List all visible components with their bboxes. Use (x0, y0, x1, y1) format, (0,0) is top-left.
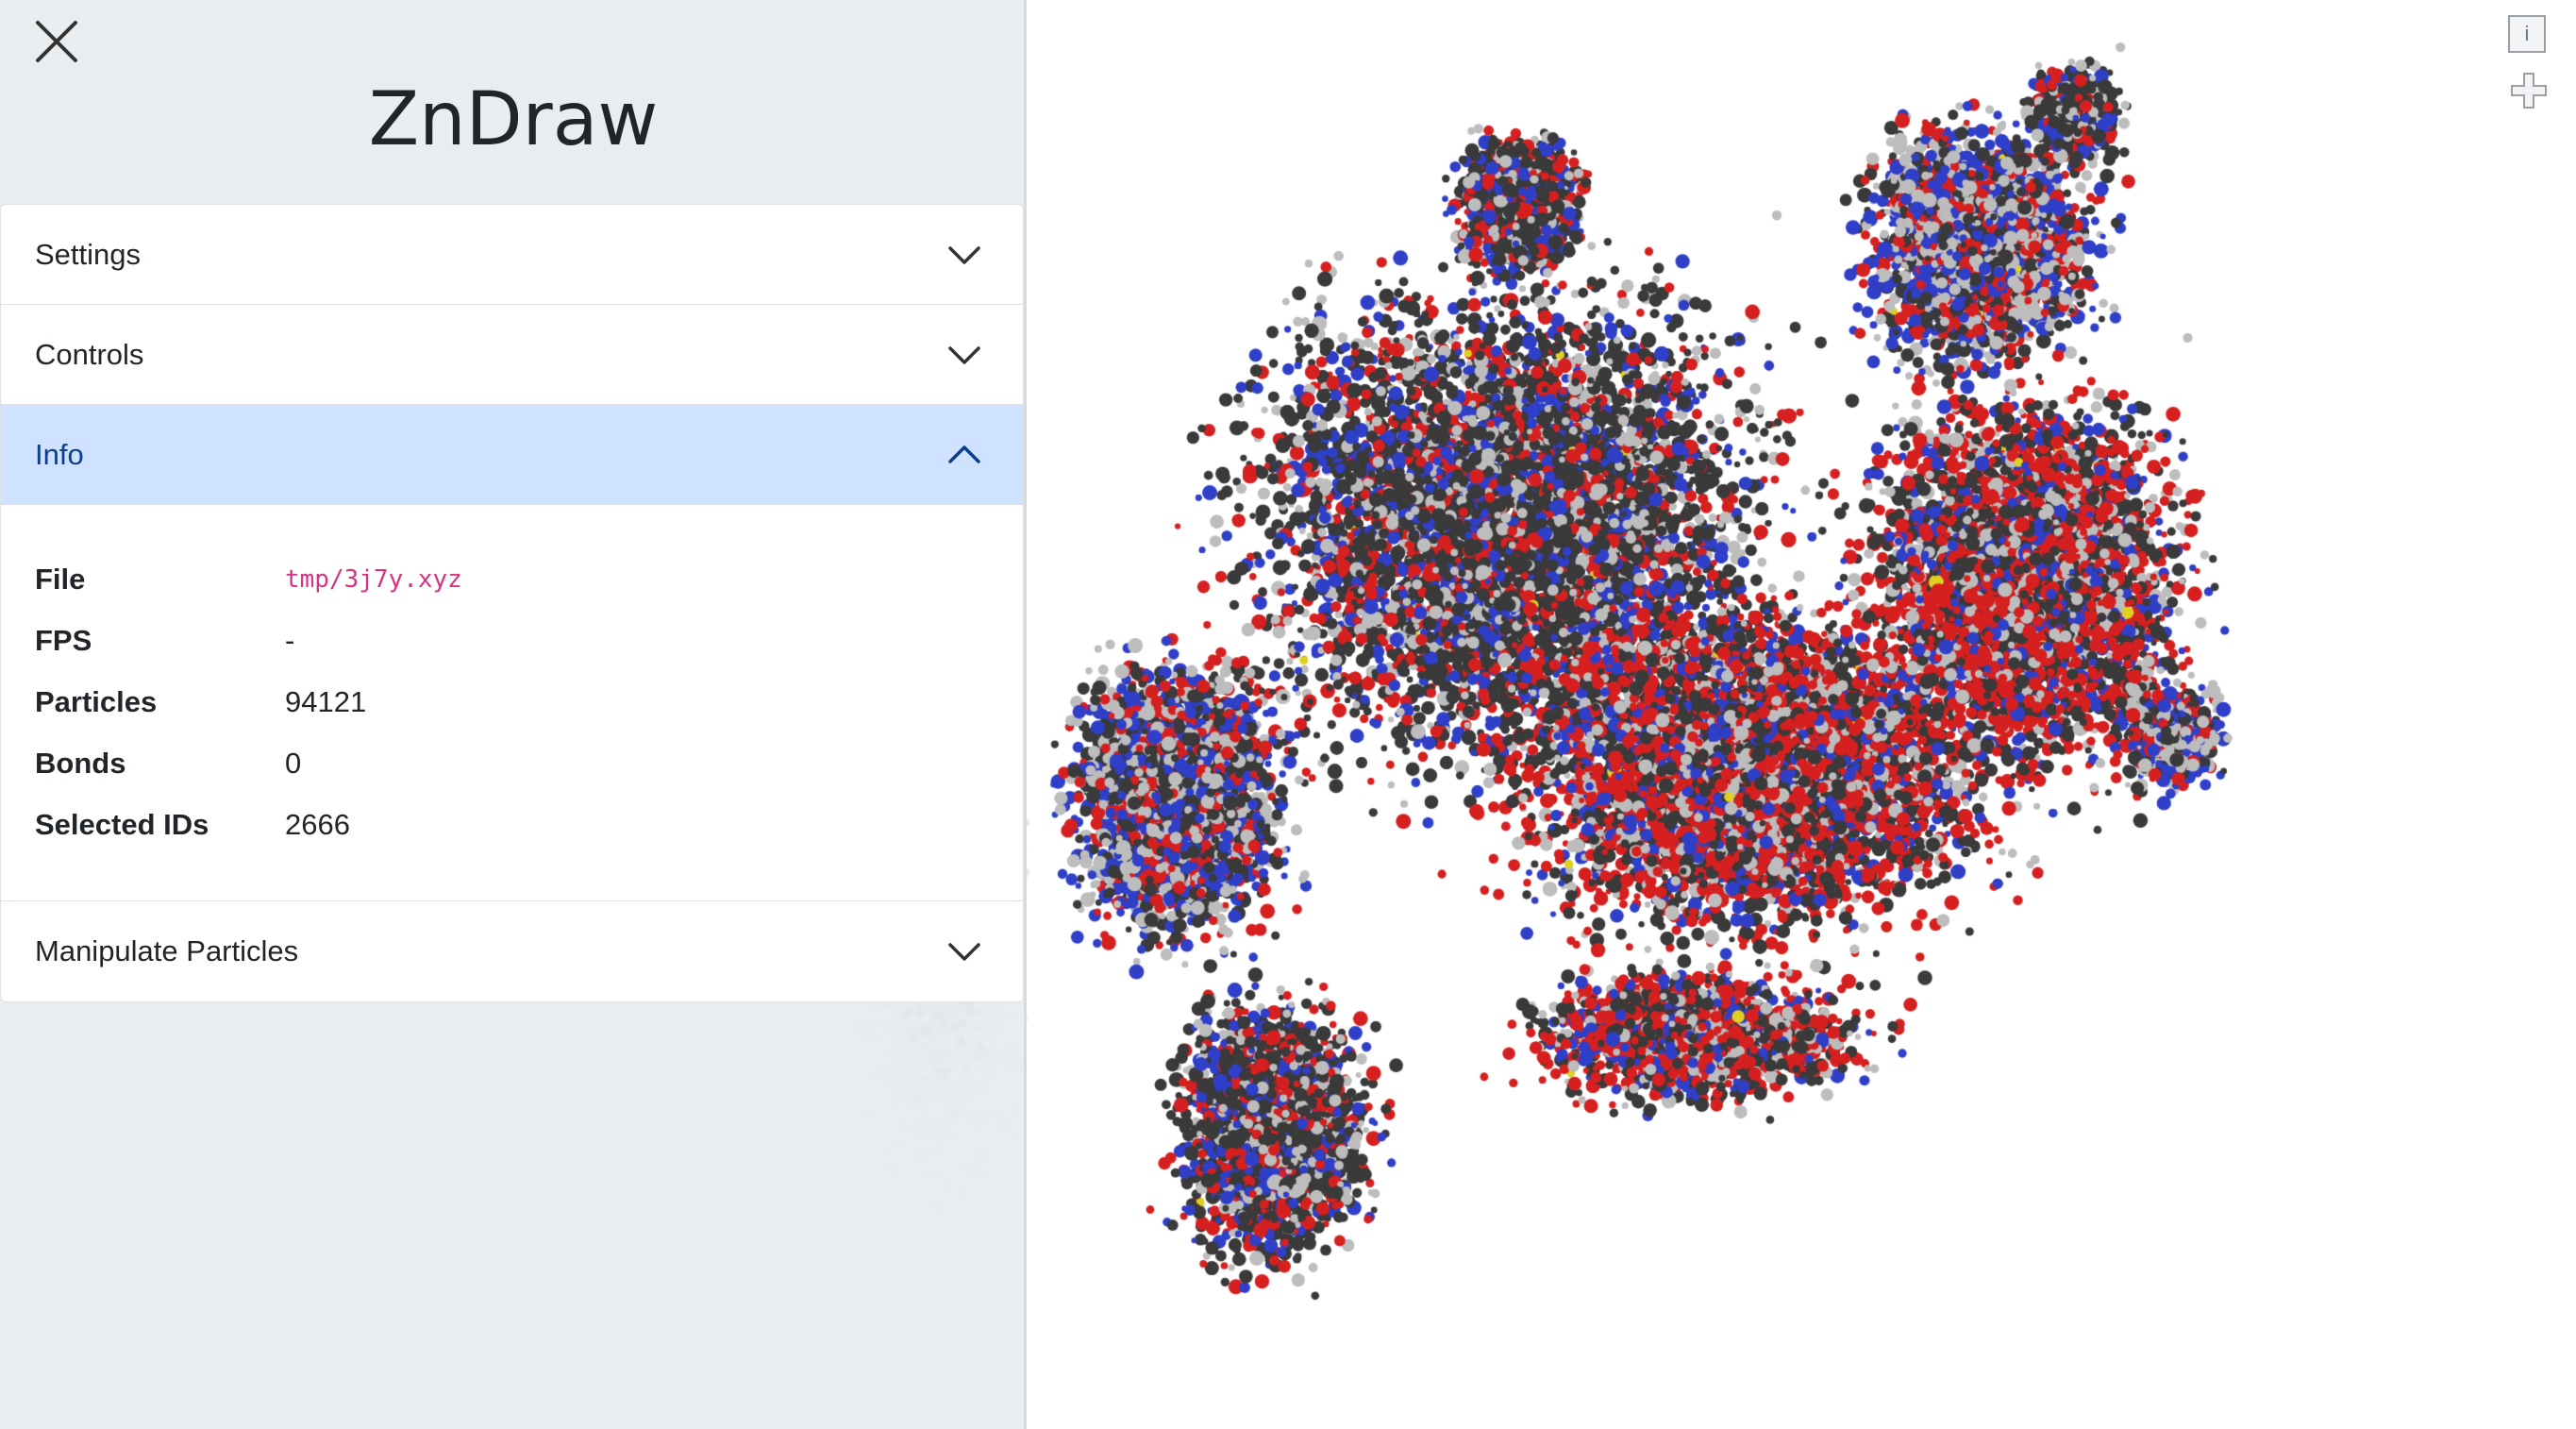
info-row-fps: FPS - (35, 610, 989, 671)
selected-ids-label: Selected IDs (35, 807, 209, 841)
chevron-down-icon (948, 246, 980, 264)
info-row-file: File tmp/3j7y.xyz (35, 548, 989, 610)
sidebar-accordion: Settings Controls Info File tmp/3j7y.xyz… (0, 204, 1024, 1002)
plus-icon[interactable] (2510, 72, 2548, 109)
bonds-value: 0 (285, 746, 302, 780)
bonds-label: Bonds (35, 746, 126, 780)
controls-section-label: Controls (35, 337, 144, 371)
controls-section-header[interactable]: Controls (1, 305, 1023, 405)
info-row-particles: Particles 94121 (35, 671, 989, 732)
particles-value: 94121 (285, 684, 367, 718)
file-value: tmp/3j7y.xyz (285, 564, 462, 594)
fps-label: FPS (35, 623, 92, 657)
particles-label: Particles (35, 684, 158, 718)
chevron-up-icon (948, 446, 980, 463)
info-row-selected-ids: Selected IDs 2666 (35, 794, 989, 855)
info-row-bonds: Bonds 0 (35, 732, 989, 794)
manipulate-particles-section-header[interactable]: Manipulate Particles (1, 901, 1023, 1001)
manipulate-particles-section-label: Manipulate Particles (35, 934, 299, 967)
close-icon[interactable] (32, 17, 81, 66)
fps-value: - (285, 623, 295, 657)
app-title: ZnDraw (368, 77, 659, 162)
selected-ids-value: 2666 (285, 807, 350, 841)
chevron-down-icon (948, 346, 980, 364)
info-section-header[interactable]: Info (1, 405, 1023, 505)
info-panel: File tmp/3j7y.xyz FPS - Particles 94121 … (1, 505, 1023, 901)
settings-section-label: Settings (35, 237, 142, 271)
settings-section-header[interactable]: Settings (1, 205, 1023, 305)
file-label: File (35, 562, 86, 596)
sidebar: ZnDraw Settings Controls Info File tmp/3… (0, 0, 1027, 1429)
info-icon[interactable]: i (2508, 15, 2546, 53)
chevron-down-icon (948, 943, 980, 961)
info-section-label: Info (35, 437, 84, 471)
